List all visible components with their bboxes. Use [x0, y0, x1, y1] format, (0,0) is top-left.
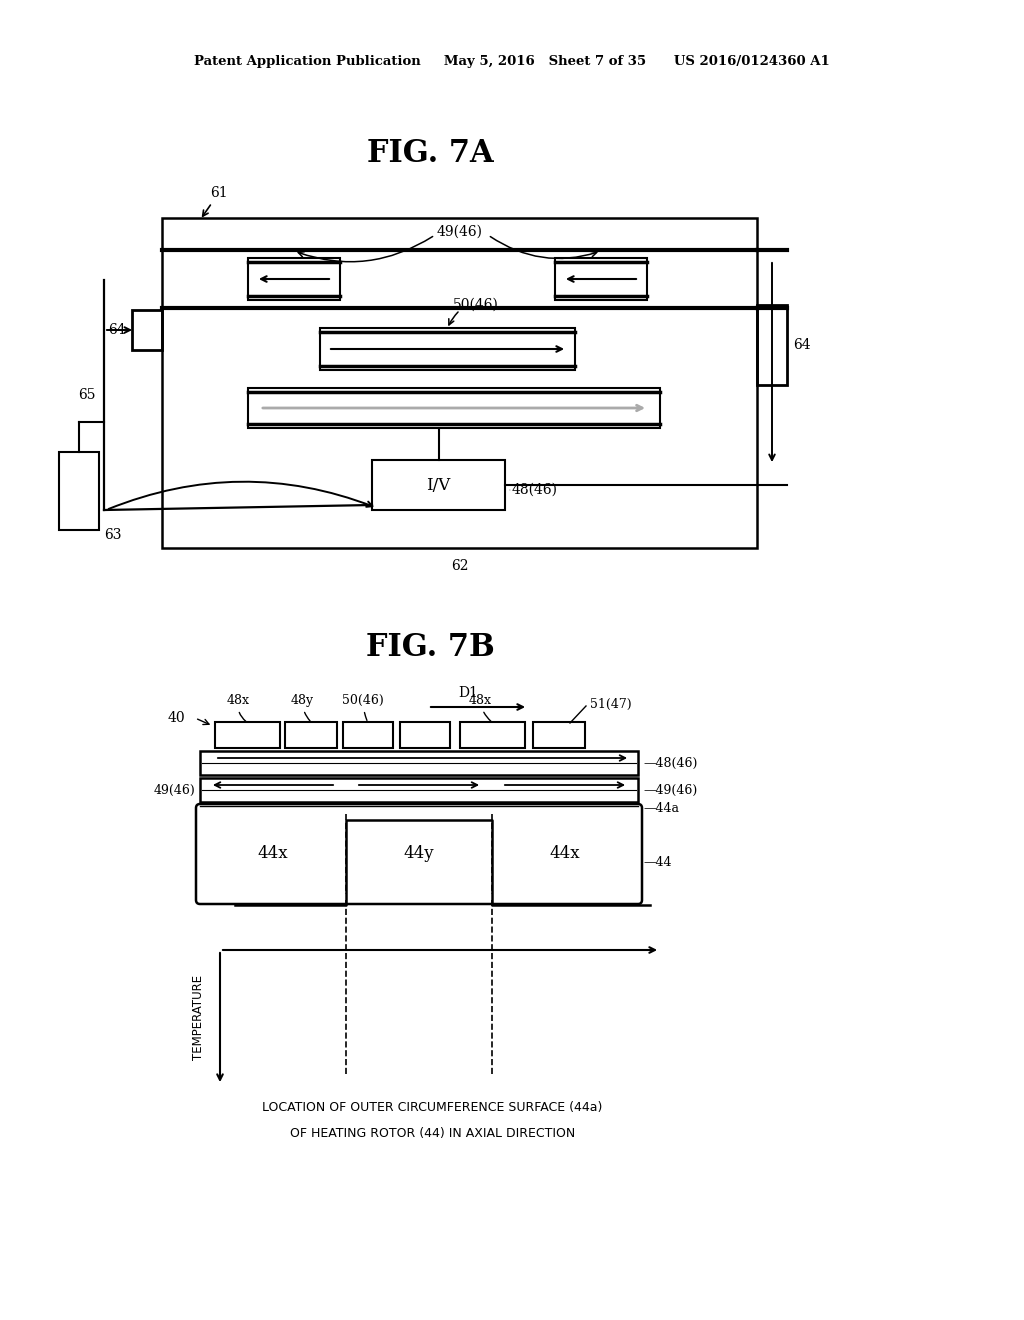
Text: 48x: 48x: [469, 694, 492, 721]
Text: 49(46): 49(46): [154, 784, 195, 796]
Text: I/V: I/V: [426, 477, 451, 494]
Bar: [372, 459, 505, 510]
Bar: [400, 722, 450, 748]
Bar: [757, 305, 787, 385]
Text: FIG. 7B: FIG. 7B: [366, 632, 495, 664]
Bar: [248, 257, 340, 300]
Bar: [59, 451, 99, 531]
Bar: [248, 388, 660, 428]
Text: Patent Application Publication     May 5, 2016   Sheet 7 of 35      US 2016/0124: Patent Application Publication May 5, 20…: [195, 55, 829, 69]
Text: 48y: 48y: [291, 694, 313, 721]
Text: 65: 65: [79, 388, 96, 403]
Text: 51(47): 51(47): [590, 697, 632, 710]
Text: —49(46): —49(46): [643, 784, 697, 796]
Text: 48(46): 48(46): [512, 483, 558, 498]
Text: 49(46): 49(46): [437, 224, 483, 239]
Text: 50(46): 50(46): [453, 298, 499, 312]
Text: 64: 64: [109, 323, 126, 337]
Bar: [162, 218, 757, 548]
Bar: [319, 327, 575, 370]
Text: 44y: 44y: [403, 846, 434, 862]
Bar: [555, 257, 647, 300]
Text: 40: 40: [167, 711, 185, 725]
Bar: [285, 722, 337, 748]
Bar: [460, 722, 525, 748]
Text: —44a: —44a: [643, 801, 679, 814]
Text: FIG. 7A: FIG. 7A: [367, 137, 494, 169]
Bar: [132, 310, 162, 350]
Text: 50(46): 50(46): [342, 694, 384, 721]
Text: 62: 62: [451, 558, 468, 573]
Bar: [200, 777, 638, 803]
Text: LOCATION OF OUTER CIRCUMFERENCE SURFACE (44a): LOCATION OF OUTER CIRCUMFERENCE SURFACE …: [262, 1101, 603, 1114]
Text: 61: 61: [203, 186, 227, 216]
Text: 64: 64: [793, 338, 811, 352]
Text: 48x: 48x: [226, 694, 250, 721]
Bar: [534, 722, 585, 748]
Text: 63: 63: [104, 528, 122, 543]
Text: OF HEATING ROTOR (44) IN AXIAL DIRECTION: OF HEATING ROTOR (44) IN AXIAL DIRECTION: [290, 1126, 575, 1139]
Text: —48(46): —48(46): [643, 756, 697, 770]
Text: TEMPERATURE: TEMPERATURE: [191, 975, 205, 1060]
Text: D1: D1: [458, 686, 478, 700]
Text: —44: —44: [643, 855, 672, 869]
Bar: [215, 722, 280, 748]
Bar: [200, 751, 638, 775]
Text: 44x: 44x: [550, 846, 581, 862]
Bar: [343, 722, 393, 748]
Text: 44x: 44x: [258, 846, 289, 862]
